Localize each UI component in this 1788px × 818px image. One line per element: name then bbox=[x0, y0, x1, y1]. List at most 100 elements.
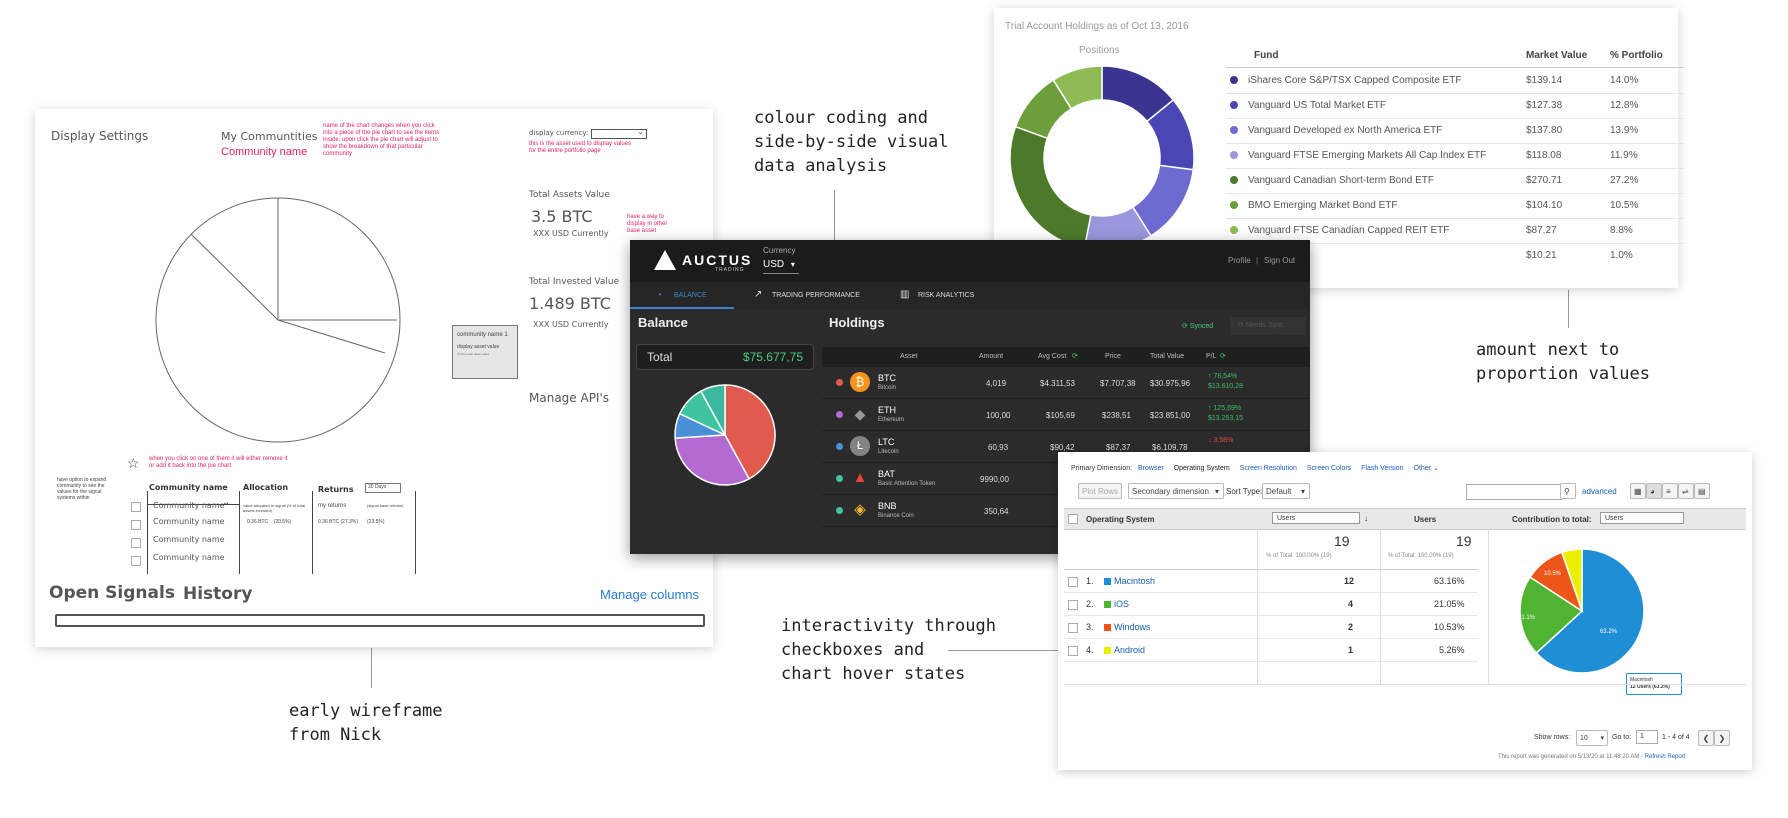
tab-trading-performance[interactable]: ↗ TRADING PERFORMANCE bbox=[754, 282, 884, 309]
pie-slice[interactable] bbox=[1560, 548, 1583, 612]
row-checkbox[interactable] bbox=[131, 520, 141, 530]
advanced-link[interactable]: advanced bbox=[1582, 487, 1617, 496]
row-checkbox[interactable] bbox=[131, 556, 141, 566]
asset-row[interactable]: ◆ ETH Ethereum 100,00 $105,69 $238,51 $2… bbox=[822, 399, 1310, 431]
os-link[interactable]: Windows bbox=[1114, 622, 1151, 632]
chevron-down-icon[interactable]: ⌄ bbox=[222, 497, 231, 508]
os-link[interactable]: Macintosh bbox=[1114, 576, 1156, 586]
donut-slice[interactable] bbox=[1009, 125, 1092, 248]
refresh-report-link[interactable]: Refresh Report bbox=[1644, 754, 1686, 760]
tab-open-signals[interactable]: Open Signals bbox=[49, 583, 175, 603]
table-row[interactable]: 1. Macintosh 12 63.16% bbox=[1064, 570, 1478, 593]
wireframe-pie-chart[interactable] bbox=[35, 109, 713, 647]
chevron-down-icon[interactable]: ⌄ bbox=[1432, 465, 1439, 472]
holding-row[interactable]: Vanguard Canadian Short-term Bond ETF $2… bbox=[1226, 168, 1684, 194]
currency-select[interactable]: ⌄ bbox=[591, 127, 647, 139]
prev-page-button[interactable]: ❮ bbox=[1698, 730, 1714, 746]
annotation-wireframe: early wireframe from Nick bbox=[289, 701, 443, 745]
row-checkbox[interactable] bbox=[1068, 600, 1078, 610]
dim-browser[interactable]: Browser bbox=[1138, 465, 1164, 472]
users-metric-select[interactable]: Users bbox=[1272, 512, 1360, 524]
table-row[interactable]: 2. iOS 4 21.05% bbox=[1064, 593, 1478, 616]
profile-link[interactable]: Profile bbox=[1228, 256, 1251, 265]
donut-slice[interactable] bbox=[1052, 65, 1103, 110]
usd-currently-2: XXX USD Currently bbox=[533, 320, 609, 329]
row-number: 3. bbox=[1086, 622, 1094, 632]
bar-view-icon[interactable]: ≡ bbox=[1662, 483, 1678, 499]
search-icon[interactable]: ⚲ bbox=[1560, 483, 1576, 499]
dim-screen-resolution[interactable]: Screen Resolution bbox=[1239, 465, 1297, 472]
community-row[interactable]: Community name bbox=[153, 535, 225, 544]
holding-row[interactable]: iShares Core S&P/TSX Capped Composite ET… bbox=[1226, 68, 1684, 94]
refresh-icon[interactable]: ⟳ bbox=[1072, 353, 1078, 360]
os-pie-chart[interactable]: 63.2% 21.1% 10.5% bbox=[1498, 537, 1668, 687]
manage-apis-link[interactable]: Manage API's bbox=[529, 391, 610, 405]
tab-history[interactable]: History bbox=[183, 584, 253, 604]
sort-arrow-icon[interactable]: ↓ bbox=[1364, 514, 1368, 523]
pie-slice[interactable] bbox=[674, 434, 751, 486]
dim-flash-version[interactable]: Flash Version bbox=[1361, 465, 1404, 472]
header-checkbox[interactable] bbox=[1068, 514, 1078, 524]
pie-slice[interactable] bbox=[1519, 576, 1584, 655]
asset-row[interactable]: ₿ BTC Bitcoin 4,019 $4.311,53 $7.707,38 … bbox=[822, 367, 1310, 399]
contribution-select[interactable]: Users bbox=[1600, 512, 1684, 524]
table-row[interactable]: 4. Android 1 5.26% bbox=[1064, 639, 1478, 662]
holding-row[interactable]: Vanguard FTSE Emerging Markets All Cap I… bbox=[1226, 143, 1684, 169]
sign-out-link[interactable]: Sign Out bbox=[1264, 256, 1296, 265]
asset-name: Ethereum bbox=[878, 417, 905, 423]
pie-slice[interactable] bbox=[1535, 548, 1645, 674]
community-row[interactable]: Community name bbox=[153, 501, 225, 510]
synced-status[interactable]: ⟳ Synced bbox=[1182, 323, 1214, 330]
days-select[interactable]: 30 Days bbox=[365, 483, 401, 493]
holding-row[interactable]: BMO Emerging Market Bond ETF $104.10 10.… bbox=[1226, 193, 1684, 219]
refresh-icon[interactable]: ⟳ bbox=[1220, 353, 1226, 360]
pie-slice[interactable] bbox=[699, 384, 726, 436]
color-dot bbox=[1230, 126, 1238, 134]
needs-sync-button[interactable]: ⟳ Needs Sync bbox=[1230, 317, 1306, 335]
holding-row[interactable]: $10.21 1.0% bbox=[1226, 243, 1684, 268]
returns-value-2: (23.5%) bbox=[367, 519, 385, 525]
pivot-view-icon[interactable]: ▤ bbox=[1694, 483, 1710, 499]
dim-other[interactable]: Other bbox=[1413, 465, 1432, 472]
dim-operating-system[interactable]: Operating System bbox=[1173, 465, 1230, 472]
currency-select[interactable]: USD ▾ bbox=[763, 259, 795, 270]
manage-columns-link[interactable]: Manage columns bbox=[600, 587, 699, 602]
tab-risk-analytics[interactable]: ▥ RISK ANALYTICS bbox=[900, 282, 1010, 309]
star-icon[interactable]: ☆ bbox=[127, 455, 140, 471]
holding-row[interactable]: Vanguard FTSE Canadian Capped REIT ETF $… bbox=[1226, 218, 1684, 244]
community-row[interactable]: Community name bbox=[153, 553, 225, 562]
next-page-button[interactable]: ❯ bbox=[1714, 730, 1730, 746]
asset-symbol: BNB bbox=[878, 501, 897, 511]
os-link[interactable]: iOS bbox=[1114, 599, 1130, 609]
row-checkbox[interactable] bbox=[131, 538, 141, 548]
row-checkbox[interactable] bbox=[1068, 623, 1078, 633]
portfolio-pct: 11.9% bbox=[1610, 150, 1638, 161]
secondary-dimension-select[interactable]: Secondary dimension ▾ bbox=[1128, 483, 1224, 499]
table-view-icon[interactable]: ▦ bbox=[1630, 483, 1646, 499]
comparison-view-icon[interactable]: ⇌ bbox=[1678, 483, 1694, 499]
holding-row[interactable]: Vanguard Developed ex North America ETF … bbox=[1226, 118, 1684, 144]
go-to-input[interactable]: 1 bbox=[1636, 730, 1658, 744]
show-rows-select[interactable]: 10 ▾ bbox=[1576, 730, 1608, 746]
os-link[interactable]: Android bbox=[1114, 645, 1146, 655]
community-row[interactable]: Community name bbox=[153, 517, 225, 526]
positions-donut-chart[interactable] bbox=[994, 58, 1224, 248]
col-market-value: Market Value bbox=[1526, 50, 1588, 61]
balance-pie-chart[interactable] bbox=[670, 380, 780, 490]
table-row[interactable]: 3. Windows 2 10.53% bbox=[1064, 616, 1478, 639]
plot-rows-button[interactable]: Plot Rows bbox=[1078, 483, 1123, 499]
tooltip-sub: % from total asset value bbox=[457, 352, 490, 356]
usd-currently: XXX USD Currently bbox=[533, 229, 609, 238]
holding-row[interactable]: Vanguard US Total Market ETF $127.38 12.… bbox=[1226, 93, 1684, 119]
row-checkbox[interactable] bbox=[1068, 577, 1078, 587]
asset-pl: ↑ 78,54% bbox=[1208, 373, 1238, 380]
row-checkbox[interactable] bbox=[131, 502, 141, 512]
search-input[interactable] bbox=[1466, 484, 1562, 500]
dim-screen-colors[interactable]: Screen Colors bbox=[1306, 465, 1352, 472]
pie-slice[interactable] bbox=[724, 384, 776, 480]
asset-symbol: BAT bbox=[878, 469, 895, 479]
row-checkbox[interactable] bbox=[1068, 646, 1078, 656]
sort-type-select[interactable]: Default ▾ bbox=[1262, 483, 1310, 499]
tab-balance[interactable]: ◔ BALANCE bbox=[630, 282, 734, 309]
pie-view-icon[interactable]: ◕ bbox=[1646, 483, 1662, 499]
